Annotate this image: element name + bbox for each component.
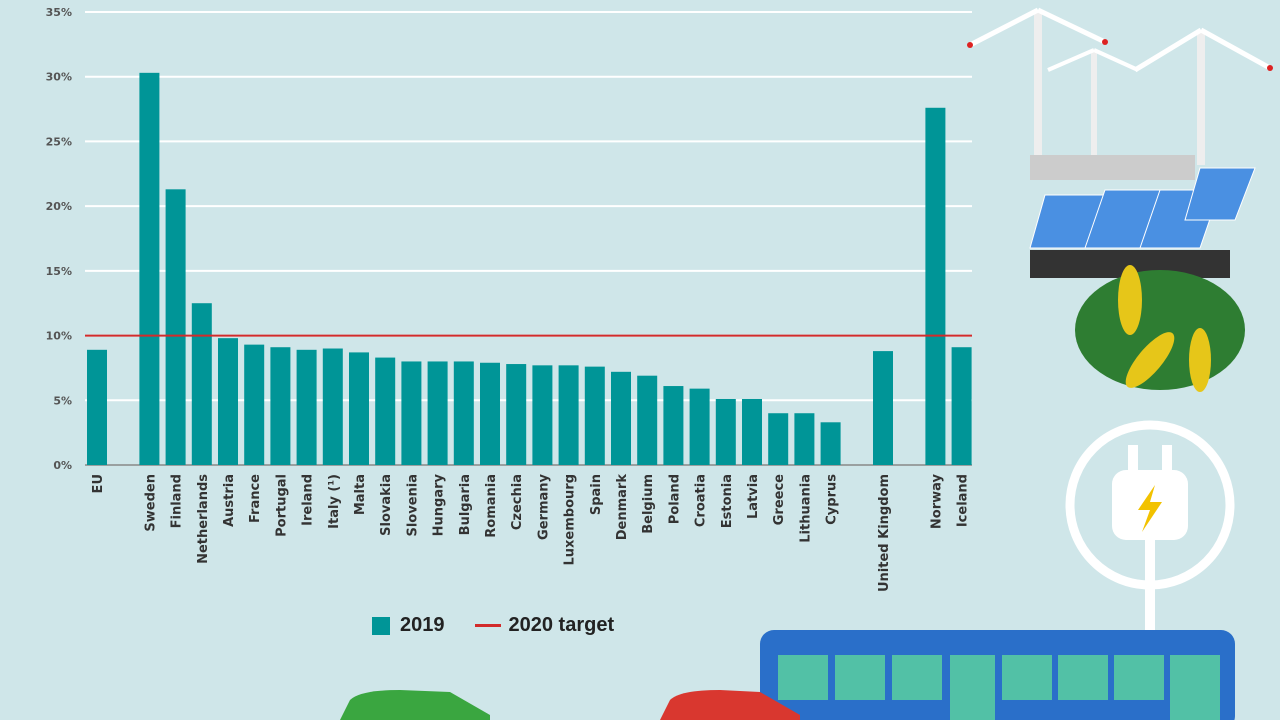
x-tick-label: Slovenia [405,474,420,537]
solar-panels-icon [1029,167,1256,278]
y-tick-label: 15% [46,265,72,278]
bar [584,366,605,465]
x-tick-label: Poland [667,474,682,524]
bar [139,72,160,466]
x-tick-label: Sweden [143,474,158,532]
bar [453,361,474,465]
x-tick-label: Estonia [720,474,735,528]
x-tick-label: Cyprus [825,474,840,525]
x-tick-label: Slovakia [379,474,394,536]
x-tick-label: Finland [170,474,185,528]
bar [322,348,343,465]
x-tick-label: Italy (¹) [327,474,342,529]
x-tick-label: Ireland [301,474,316,526]
x-tick-label: Denmark [615,474,630,541]
bar [191,303,212,465]
bus-icon [760,630,1235,720]
y-tick-label: 0% [53,459,72,472]
x-tick-label: Belgium [641,474,656,534]
y-tick-label: 20% [46,200,72,213]
bar [532,365,553,465]
x-tick-label: France [248,474,263,523]
legend: 2019 2020 target [372,614,614,637]
bar [349,352,369,465]
x-tick-label: Portugal [274,474,289,537]
bar [270,347,291,465]
x-tick-label: Latvia [746,474,761,519]
bar [375,357,396,465]
bar [742,398,762,465]
bar [925,107,946,465]
x-tick-label: Germany [536,473,551,539]
bar [768,413,789,465]
car-icon [340,690,800,720]
ev-plug-icon [1065,420,1235,630]
y-tick-label: 5% [53,394,72,407]
x-tick-label: United Kingdom [877,474,892,592]
bar [244,344,265,465]
legend-swatch-2019 [372,616,390,635]
bar [296,349,317,465]
x-tick-label: Lithuania [798,474,813,543]
x-tick-label: Luxembourg [563,474,578,566]
x-tick-label: Bulgaria [458,474,473,535]
x-tick-label: EU [91,474,106,493]
bar [794,413,815,465]
y-tick-label: 10% [46,330,72,343]
bar [637,375,658,465]
biofuel-crops-icon [1075,265,1245,392]
x-tick-label: Malta [353,474,368,515]
bar [689,388,710,465]
bar [715,398,736,465]
bar [558,365,579,465]
bar [663,386,684,465]
bar [873,351,893,465]
bar [87,349,107,465]
y-tick-label: 35% [46,6,72,19]
bar [951,347,972,465]
y-tick-label: 30% [46,71,72,84]
x-tick-label: Austria [222,474,237,527]
bar [506,364,527,465]
x-tick-label: Norway [929,473,944,529]
x-tick-label: Czechia [510,474,525,530]
bar [218,338,238,465]
x-tick-label: Croatia [694,474,709,527]
wind-turbines-icon [967,7,1273,180]
legend-swatch-target [474,624,501,627]
x-tick-label: Hungary [432,473,447,536]
legend-label-target: 2020 target [508,614,615,636]
y-tick-label: 25% [46,135,72,148]
x-tick-label: Netherlands [196,474,211,564]
legend-label-2019: 2019 [400,614,445,636]
x-tick-label: Spain [589,474,604,515]
bar [480,362,500,465]
x-tick-label: Romania [484,474,499,538]
x-tick-label: Iceland [956,474,971,527]
bar [401,361,422,465]
bar [165,189,186,465]
x-tick-label: Greece [772,474,787,525]
bar [427,361,448,465]
bar [820,422,841,465]
bar [611,371,631,465]
